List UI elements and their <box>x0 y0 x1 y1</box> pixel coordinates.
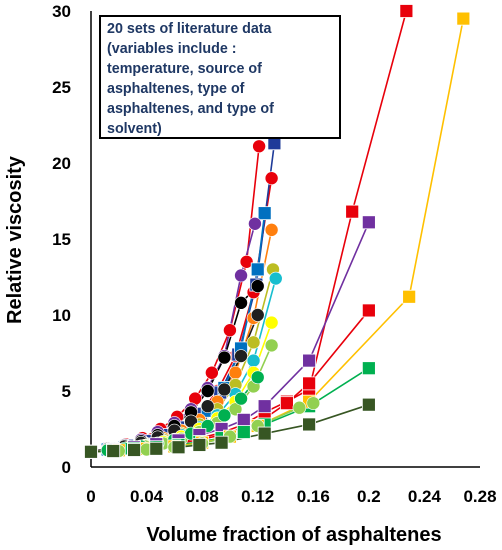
y-tick-label: 25 <box>52 78 71 97</box>
x-tick-label: 0.12 <box>241 487 274 506</box>
x-tick-label: 0.24 <box>408 487 442 506</box>
data-point <box>302 376 317 391</box>
series-markers <box>84 4 471 459</box>
x-tick-label: 0.16 <box>297 487 330 506</box>
data-point <box>306 396 321 410</box>
data-point <box>171 440 186 455</box>
data-point <box>84 444 98 459</box>
x-axis-title: Volume fraction of asphaltenes <box>146 524 441 546</box>
data-point <box>399 4 414 18</box>
data-point <box>217 350 232 365</box>
data-point <box>200 399 215 414</box>
data-point <box>236 412 251 427</box>
data-point <box>264 223 279 237</box>
annotation-line: asphaltenes, type of <box>107 81 245 97</box>
x-tick-label: 0.04 <box>130 487 164 506</box>
annotation-line: 20 sets of literature data <box>107 21 272 37</box>
data-point <box>127 443 141 457</box>
data-point <box>246 335 261 350</box>
data-point <box>234 391 248 406</box>
data-point <box>361 361 376 376</box>
axes <box>90 11 480 468</box>
y-tick-labels: 0 5 10 15 20 25 30 <box>52 2 71 477</box>
data-point <box>192 438 207 452</box>
data-point <box>223 323 237 338</box>
data-point <box>257 399 272 414</box>
data-point <box>106 444 121 458</box>
data-point <box>248 217 262 231</box>
data-point <box>250 370 265 385</box>
data-point <box>214 435 229 450</box>
series-line <box>90 178 273 453</box>
data-point <box>361 215 376 230</box>
data-point <box>345 204 360 219</box>
data-point <box>234 296 248 310</box>
data-point <box>239 254 254 269</box>
annotation-box: 20 sets of literature data (variables in… <box>99 15 341 139</box>
data-point <box>252 139 266 154</box>
data-point <box>250 308 265 322</box>
y-tick-label: 30 <box>52 2 71 21</box>
data-point <box>264 315 279 330</box>
data-point <box>264 171 279 185</box>
annotation-line: solvent) <box>107 121 162 137</box>
annotation-line: (variables include : <box>107 41 237 57</box>
data-point <box>228 402 243 417</box>
data-point <box>302 353 317 368</box>
data-point <box>264 338 279 353</box>
data-series <box>84 4 471 459</box>
x-tick-labels: 0 0.04 0.08 0.12 0.16 0.2 0.24 0.28 <box>86 487 496 506</box>
data-point <box>234 349 248 363</box>
y-tick-label: 0 <box>62 458 71 477</box>
data-point <box>361 397 376 412</box>
data-point <box>217 408 232 423</box>
y-tick-label: 5 <box>62 382 71 401</box>
x-tick-label: 0 <box>86 487 95 506</box>
data-point <box>302 417 317 432</box>
data-point <box>456 11 471 26</box>
data-point <box>257 426 272 441</box>
data-point <box>292 400 307 415</box>
data-point <box>250 262 265 277</box>
data-point <box>402 289 417 304</box>
y-tick-label: 15 <box>52 230 71 249</box>
data-point <box>200 384 215 398</box>
x-tick-label: 0.2 <box>357 487 381 506</box>
annotation-line: asphaltenes, and type of <box>107 101 274 117</box>
data-point <box>205 365 219 380</box>
y-tick-label: 20 <box>52 154 71 173</box>
data-point <box>279 396 294 411</box>
x-tick-label: 0.08 <box>186 487 219 506</box>
data-point <box>246 353 261 368</box>
y-axis-title: Relative viscosity <box>4 155 26 324</box>
data-point <box>250 279 265 293</box>
data-point <box>361 303 376 318</box>
data-point <box>234 268 248 283</box>
data-point <box>268 271 283 286</box>
y-tick-label: 10 <box>52 306 71 325</box>
x-tick-label: 0.28 <box>463 487 496 506</box>
data-point <box>236 425 251 439</box>
data-point <box>149 441 164 456</box>
annotation-line: temperature, source of <box>107 61 262 77</box>
data-point <box>217 382 232 397</box>
data-point <box>228 365 243 380</box>
data-point <box>257 206 272 221</box>
